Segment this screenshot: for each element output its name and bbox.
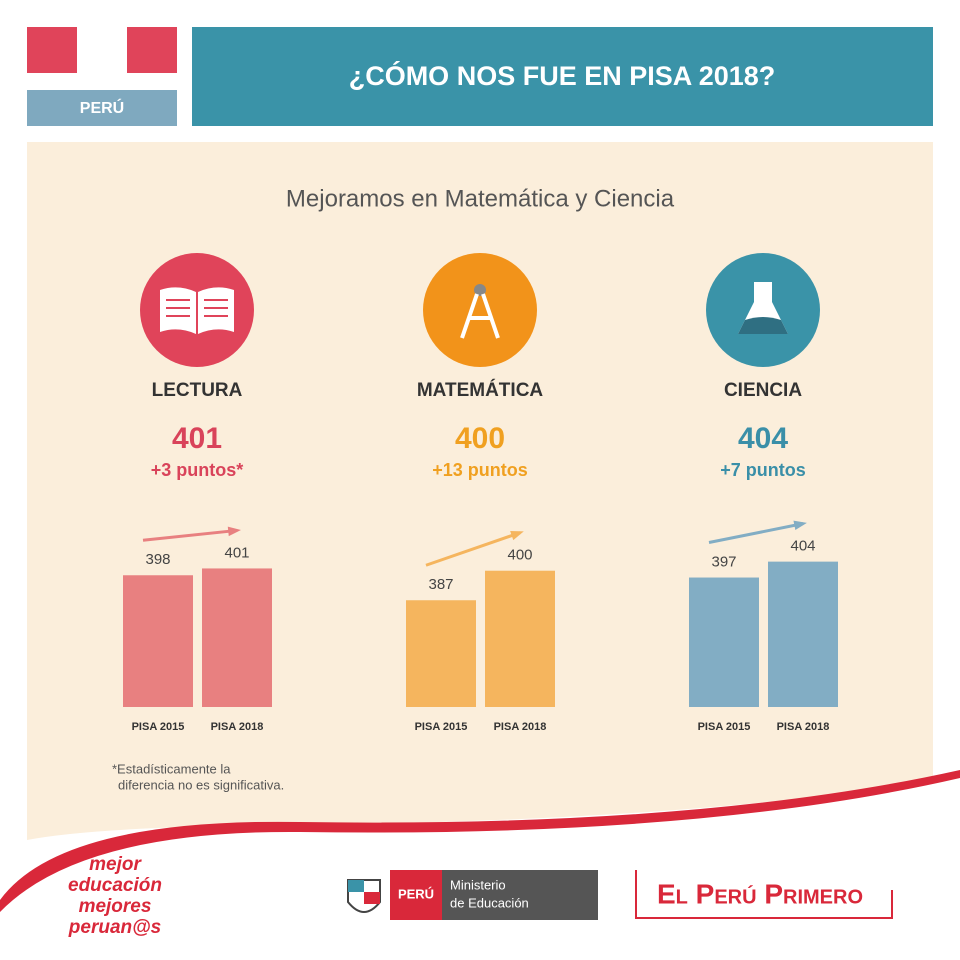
bar (689, 577, 759, 707)
bar (485, 570, 555, 707)
x-tick-label: PISA 2018 (211, 721, 264, 733)
ministry-flag (390, 870, 442, 920)
value-label: 387 (428, 576, 453, 593)
ministry-country: PERÚ (398, 886, 434, 901)
slogan-line: peruan@s (68, 917, 161, 938)
bar (406, 600, 476, 707)
bar (768, 561, 838, 707)
bar (123, 575, 193, 707)
country: PERÚ (80, 98, 124, 117)
note: diferencia no es significativa. (118, 777, 284, 792)
panel (27, 142, 933, 840)
compass-icon (423, 253, 537, 367)
change: +3 puntos* (151, 460, 244, 480)
arrow-head (227, 526, 241, 537)
slogan-line: mejor (89, 854, 142, 875)
score: 400 (455, 422, 505, 455)
value-label: 397 (711, 553, 736, 570)
flask-icon (706, 253, 820, 367)
x-tick-label: PISA 2015 (415, 721, 468, 733)
value-label: 404 (790, 538, 815, 555)
country-box (27, 90, 177, 126)
ministry-name: de Educación (450, 895, 529, 910)
change: +13 puntos (432, 460, 528, 480)
ministry-box (442, 870, 598, 920)
subtitle: Mejoramos en Matemática y Ciencia (286, 185, 675, 212)
book-icon (140, 253, 254, 367)
bar (202, 568, 272, 707)
trend-arrow (425, 531, 521, 567)
x-tick-label: PISA 2015 (132, 721, 185, 733)
title: ¿CÓMO NOS FUE EN PISA 2018? (349, 60, 776, 91)
trend-arrow (708, 522, 804, 544)
x-tick-label: PISA 2018 (777, 721, 830, 733)
score: 401 (172, 422, 222, 455)
note: *Estadísticamente la (112, 761, 231, 776)
value-label: 401 (224, 544, 249, 561)
score: 404 (738, 422, 788, 455)
brand: El Perú Primero (657, 878, 863, 909)
brand-frame (635, 870, 893, 919)
arrow-head (793, 520, 807, 531)
x-tick-label: PISA 2015 (698, 721, 751, 733)
change: +7 puntos (720, 460, 806, 480)
x-tick-label: PISA 2018 (494, 721, 547, 733)
ministry-name: Ministerio (450, 877, 506, 892)
chart-title: CIENCIA (724, 380, 802, 401)
chart-title: MATEMÁTICA (417, 379, 544, 401)
slogan-line: educación (68, 875, 162, 896)
trend-arrow (142, 528, 238, 542)
flag-stripe (127, 27, 177, 73)
flag-stripe (27, 27, 77, 73)
value-label: 400 (507, 547, 532, 564)
title-bar (192, 27, 933, 126)
chart-title: LECTURA (152, 380, 243, 401)
slogan-line: mejores (79, 896, 152, 917)
coat-of-arms (347, 879, 381, 913)
slogan: mejor educación mejores peruan@s (68, 854, 162, 938)
value-label: 398 (145, 551, 170, 568)
arrow-head (510, 531, 524, 541)
